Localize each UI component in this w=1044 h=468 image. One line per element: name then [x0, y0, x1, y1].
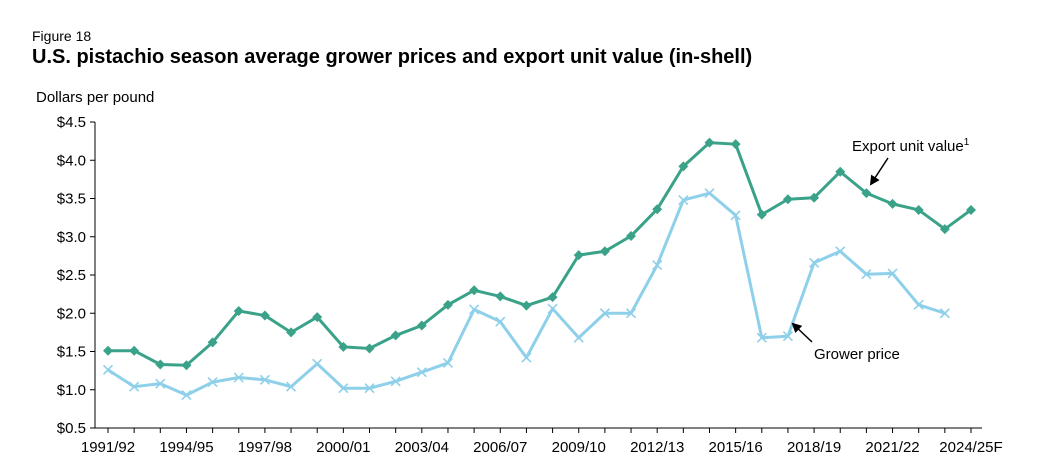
export-unit-value-point	[390, 330, 401, 341]
grower-price-point	[887, 268, 898, 279]
grower-price-point	[416, 367, 427, 378]
export-unit-value-point	[809, 192, 820, 203]
export-unit-value-point	[756, 209, 767, 220]
x-tick-label: 2000/01	[316, 439, 370, 456]
export-unit-value-point	[181, 360, 192, 371]
grower-price-point	[102, 364, 114, 375]
export-unit-value-point	[103, 345, 113, 356]
export-unit-value-point	[286, 327, 297, 338]
export-unit-value-point	[547, 292, 558, 303]
grower-price-point	[547, 303, 558, 314]
x-tick-label: 2015/16	[709, 439, 763, 456]
x-tick-label: 1994/95	[159, 439, 213, 456]
grower-price-annotation: Grower price	[814, 346, 900, 363]
export-unit-value-point	[652, 204, 663, 215]
grower-price-point	[495, 316, 506, 327]
export-unit-value-point	[835, 166, 846, 177]
x-tick-label: 2018/19	[787, 439, 841, 456]
grower-price-line	[107, 191, 946, 397]
grower-price-point	[756, 332, 767, 343]
export-unit-value-point	[469, 285, 480, 296]
y-axis-label: Dollars per pound	[36, 89, 155, 106]
grower-price-point	[312, 358, 323, 369]
x-tick-label: 2021/22	[865, 439, 919, 456]
export-unit-value-point	[259, 310, 270, 321]
y-tick-label: $2.5	[57, 267, 86, 284]
grower-price-point	[809, 257, 820, 268]
grower-price-point	[442, 357, 454, 369]
y-tick-label: $3.5	[57, 191, 86, 208]
export-unit-value-point	[573, 250, 584, 261]
export-unit-value-annotation: Export unit value1	[852, 137, 970, 155]
export-unit-value-point	[155, 359, 166, 370]
y-tick-label: $2.0	[57, 305, 86, 322]
grower-price-point	[625, 308, 637, 319]
export-unit-value-point	[129, 345, 140, 356]
grower-price-point	[652, 259, 663, 271]
y-tick-label: $4.0	[57, 152, 86, 169]
x-tick-label: 2024/25F	[939, 439, 1002, 456]
grower-price-point	[913, 299, 924, 310]
grower-annotation-arrow	[791, 322, 813, 343]
grower-price-point	[469, 304, 480, 315]
grower-price-point	[599, 308, 610, 319]
grower-price-point	[181, 390, 192, 401]
grower-price-point	[129, 381, 140, 392]
grower-price-point	[390, 376, 401, 387]
grower-price-point	[285, 381, 297, 392]
export-unit-value-point	[495, 291, 506, 302]
export-unit-value-point	[207, 337, 218, 348]
export-unit-value-point	[704, 137, 715, 148]
export-unit-value-point	[939, 224, 950, 235]
export-unit-value-point	[442, 299, 453, 310]
export-unit-value-point	[913, 204, 924, 215]
grower-price-point	[704, 188, 715, 199]
export-unit-value-point	[233, 305, 244, 316]
x-tick-label: 2009/10	[552, 439, 606, 456]
grower-price-point	[835, 246, 846, 257]
grower-price-point	[338, 383, 349, 394]
export-unit-value-point	[861, 188, 872, 199]
grower-price-point	[573, 332, 584, 343]
grower-price-point	[782, 331, 794, 342]
export-unit-value-line	[108, 141, 972, 367]
grower-price-point	[207, 377, 218, 388]
x-tick-label: 2006/07	[473, 439, 527, 456]
y-tick-label: $1.0	[57, 382, 86, 399]
export-unit-value-point	[678, 161, 689, 172]
export-unit-value-point	[521, 300, 532, 311]
x-tick-label: 1997/98	[238, 439, 292, 456]
export-unit-value-point	[416, 320, 427, 331]
export-unit-value-point	[626, 230, 637, 241]
y-tick-label: $3.0	[57, 229, 86, 246]
x-tick-label: 2003/04	[395, 439, 449, 456]
export-unit-value-point	[312, 312, 323, 323]
export-unit-value-point	[966, 204, 976, 215]
export-unit-value-point	[782, 194, 793, 205]
grower-price-point	[730, 210, 741, 221]
export-unit-value-point	[599, 246, 610, 257]
grower-price-point	[521, 352, 532, 363]
chart-title: U.S. pistachio season average grower pri…	[32, 46, 753, 68]
x-tick-label: 1991/92	[81, 439, 135, 456]
grower-price-point	[861, 269, 872, 280]
x-tick-label: 2012/13	[630, 439, 684, 456]
export-annotation-arrow	[869, 157, 889, 186]
export-unit-value-point	[338, 341, 349, 352]
export-unit-value-point	[887, 198, 898, 209]
export-unit-value-point	[364, 343, 375, 354]
grower-price-point	[678, 194, 689, 206]
y-tick-label: $4.5	[57, 114, 86, 131]
figure-label: Figure 18	[32, 28, 92, 44]
grower-price-point	[364, 383, 375, 394]
grower-price-point	[259, 374, 270, 385]
export-unit-value-point	[730, 139, 741, 150]
grower-price-point	[233, 372, 244, 383]
y-tick-label: $0.5	[57, 420, 86, 437]
y-tick-label: $1.5	[57, 344, 86, 361]
grower-price-point	[939, 308, 950, 319]
grower-price-point	[155, 378, 166, 389]
